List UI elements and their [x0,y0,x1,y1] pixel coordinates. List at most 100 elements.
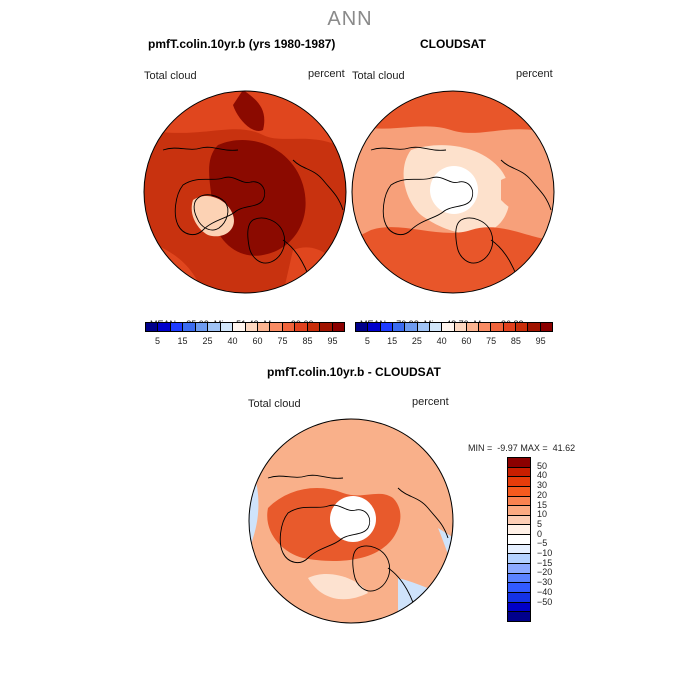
model-colorbar-swatch [245,323,258,331]
diff-colorbar-swatch [508,477,530,487]
diff-colorbar-swatch [508,496,530,507]
model-colorbar-tick-label: 25 [202,336,213,346]
diff-colorbar-ticks: 50 40 30 20 15 10 5 0 −5 −10 −15 −20 −30 −40 −50 [537,457,577,622]
model-colorbar-swatch [282,323,296,331]
diff-colorbar-swatch [508,467,530,478]
model-colorbar-swatch [233,323,246,331]
obs-variable-label: Total cloud [352,70,405,82]
diff-colorbar-tick-label: 50 [537,460,548,471]
model-colorbar-swatch [158,323,171,331]
diff-map-border [248,418,454,624]
model-polar-map [143,90,347,294]
obs-polar-gap [430,166,478,214]
obs-colorbar-swatch [479,323,492,331]
obs-colorbar-swatch [417,323,430,331]
diff-colorbar-tick-label: 20 [537,489,548,500]
model-colorbar-tick-label: 95 [327,336,338,346]
diff-field-south-light [308,573,368,600]
diff-min-label: MIN = [468,443,493,453]
diff-colorbar-swatch [508,506,530,516]
diff-units-label: percent [412,396,449,408]
obs-colorbar-tick-label: 25 [411,336,422,346]
model-variable-label: Total cloud [144,70,197,82]
diff-variable-label: Total cloud [248,398,301,410]
diff-colorbar-tick-label: −15 [537,557,553,568]
model-colorbar [145,322,345,332]
obs-colorbar-swatch [442,323,455,331]
diff-colorbar-swatch [508,573,530,584]
model-field-top-core [233,91,265,131]
diff-colorbar-tick-label: −50 [537,596,553,607]
obs-colorbar-tick-label: 75 [486,336,497,346]
diff-colorbar-tick-label: 30 [537,480,548,491]
diff-colorbar-swatch [508,535,530,545]
diff-colorbar-swatch [508,592,530,603]
diff-colorbar-swatch [508,515,530,526]
model-colorbar-ticks: 5 15 25 40 60 75 85 95 [145,336,345,348]
model-colorbar-swatch [257,323,271,331]
obs-colorbar-tick-label: 60 [461,336,472,346]
model-colorbar-swatch [307,323,321,331]
obs-colorbar-swatch [454,323,467,331]
diff-max-label: MAX = [520,443,548,453]
diff-stats: MIN = -9.97 MAX = 41.62 [463,433,575,453]
obs-colorbar-swatch [405,323,418,331]
obs-colorbar-swatch [491,323,504,331]
diff-colorbar-tick-label: 0 [537,528,543,539]
model-colorbar-swatch [195,323,209,331]
obs-colorbar [355,322,553,332]
model-colorbar-tick-label: 15 [177,336,188,346]
model-colorbar-swatch [183,323,196,331]
obs-colorbar-swatch [368,323,381,331]
model-colorbar-tick-label: 40 [227,336,238,346]
obs-colorbar-tick-label: 85 [510,336,521,346]
diff-colorbar-swatch [508,486,530,497]
obs-map-border [351,90,555,294]
diff-max-value: 41.62 [552,443,576,453]
model-colorbar-swatch [220,323,234,331]
obs-field-south [352,227,554,293]
diff-colorbar-swatch [508,583,530,593]
diff-colorbar-swatch [508,458,530,468]
diff-panel-title: pmfT.colin.10yr.b - CLOUDSAT [267,365,441,379]
model-colorbar-swatch [208,323,221,331]
diff-colorbar-swatch [508,544,530,555]
obs-units-label: percent [516,68,553,80]
diff-colorbar-swatch [508,525,530,536]
diff-colorbar-tick-label: −40 [537,586,553,597]
model-panel-title: pmfT.colin.10yr.b (yrs 1980-1987) [148,37,336,51]
model-map-border [143,90,347,294]
diff-colorbar-swatch [508,612,530,621]
obs-polar-map [351,90,555,294]
model-colorbar-swatch [170,323,184,331]
diff-min-value: -9.97 [497,443,518,453]
diff-polar-map [248,418,454,624]
model-colorbar-swatch [295,323,308,331]
model-colorbar-swatch [146,323,159,331]
diff-colorbar-tick-label: 40 [537,470,548,481]
obs-colorbar-swatch [516,323,529,331]
model-colorbar-tick-label: 75 [277,336,288,346]
diff-colorbar-tick-label: 5 [537,518,543,529]
obs-colorbar-tick-label: 40 [436,336,447,346]
model-units-label: percent [308,68,345,80]
obs-colorbar-ticks: 5 15 25 40 60 75 85 95 [355,336,553,348]
obs-colorbar-tick-label: 15 [387,336,398,346]
figure-title: ANN [327,8,373,30]
obs-colorbar-swatch [380,323,393,331]
obs-colorbar-swatch [466,323,480,331]
diff-colorbar-tick-label: 15 [537,499,548,510]
diff-colorbar-swatch [508,602,530,613]
obs-colorbar-swatch [540,323,552,331]
model-field-core [209,139,306,256]
diff-colorbar [507,457,531,622]
obs-field-top [352,91,554,135]
diff-colorbar-tick-label: 10 [537,509,548,520]
obs-colorbar-tick-label: 5 [364,336,370,346]
diff-field-east-blue [438,528,453,588]
model-field-se [283,247,346,293]
model-colorbar-tick-label: 5 [154,336,161,346]
diff-colorbar-tick-label: −10 [537,548,553,559]
model-colorbar-swatch [332,323,344,331]
diff-colorbar-tick-label: −20 [537,567,553,578]
